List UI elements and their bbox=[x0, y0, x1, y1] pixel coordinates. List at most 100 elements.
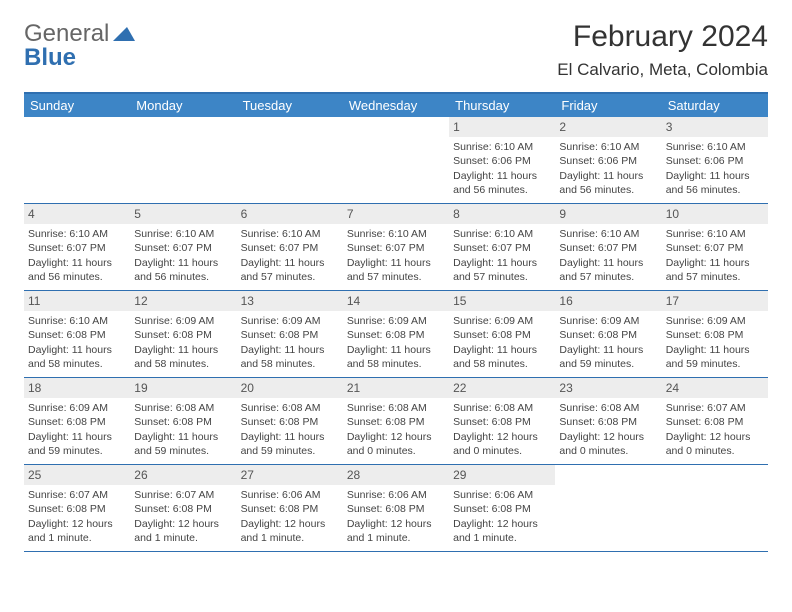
day-cell: 2Sunrise: 6:10 AMSunset: 6:06 PMDaylight… bbox=[555, 117, 661, 203]
day-number: 22 bbox=[449, 378, 555, 398]
day-number: 21 bbox=[343, 378, 449, 398]
day-number: 13 bbox=[237, 291, 343, 311]
sunset-text: Sunset: 6:06 PM bbox=[666, 154, 764, 168]
week-row: 11Sunrise: 6:10 AMSunset: 6:08 PMDayligh… bbox=[24, 291, 768, 378]
sunrise-text: Sunrise: 6:07 AM bbox=[666, 401, 764, 415]
day-number: 11 bbox=[24, 291, 130, 311]
day-number: 18 bbox=[24, 378, 130, 398]
day-cell bbox=[130, 117, 236, 203]
sunset-text: Sunset: 6:08 PM bbox=[241, 328, 339, 342]
sunset-text: Sunset: 6:08 PM bbox=[453, 328, 551, 342]
day-cell: 5Sunrise: 6:10 AMSunset: 6:07 PMDaylight… bbox=[130, 204, 236, 290]
day-cell: 14Sunrise: 6:09 AMSunset: 6:08 PMDayligh… bbox=[343, 291, 449, 377]
daylight-text: Daylight: 11 hours and 57 minutes. bbox=[241, 256, 339, 284]
day-cell: 24Sunrise: 6:07 AMSunset: 6:08 PMDayligh… bbox=[662, 378, 768, 464]
daylight-text: Daylight: 11 hours and 56 minutes. bbox=[666, 169, 764, 197]
sunset-text: Sunset: 6:07 PM bbox=[28, 241, 126, 255]
header: General February 2024 El Calvario, Meta,… bbox=[24, 20, 768, 80]
sunset-text: Sunset: 6:08 PM bbox=[347, 328, 445, 342]
daylight-text: Daylight: 12 hours and 1 minute. bbox=[28, 517, 126, 545]
sunrise-text: Sunrise: 6:08 AM bbox=[241, 401, 339, 415]
day-cell: 25Sunrise: 6:07 AMSunset: 6:08 PMDayligh… bbox=[24, 465, 130, 551]
day-number bbox=[24, 117, 130, 121]
sunset-text: Sunset: 6:08 PM bbox=[453, 502, 551, 516]
sunrise-text: Sunrise: 6:09 AM bbox=[28, 401, 126, 415]
daylight-text: Daylight: 11 hours and 59 minutes. bbox=[134, 430, 232, 458]
day-cell: 7Sunrise: 6:10 AMSunset: 6:07 PMDaylight… bbox=[343, 204, 449, 290]
daylight-text: Daylight: 11 hours and 59 minutes. bbox=[666, 343, 764, 371]
day-number bbox=[237, 117, 343, 121]
day-number: 17 bbox=[662, 291, 768, 311]
sunset-text: Sunset: 6:08 PM bbox=[134, 328, 232, 342]
day-number: 14 bbox=[343, 291, 449, 311]
weekday-monday: Monday bbox=[130, 94, 236, 117]
daylight-text: Daylight: 12 hours and 1 minute. bbox=[134, 517, 232, 545]
sunset-text: Sunset: 6:08 PM bbox=[241, 502, 339, 516]
logo-blue-row: Blue bbox=[24, 44, 76, 72]
sunset-text: Sunset: 6:07 PM bbox=[666, 241, 764, 255]
day-number: 27 bbox=[237, 465, 343, 485]
sunset-text: Sunset: 6:07 PM bbox=[241, 241, 339, 255]
sunrise-text: Sunrise: 6:07 AM bbox=[28, 488, 126, 502]
day-number: 8 bbox=[449, 204, 555, 224]
day-number: 25 bbox=[24, 465, 130, 485]
sunset-text: Sunset: 6:08 PM bbox=[28, 328, 126, 342]
weekday-saturday: Saturday bbox=[662, 94, 768, 117]
sunset-text: Sunset: 6:08 PM bbox=[134, 502, 232, 516]
day-cell: 28Sunrise: 6:06 AMSunset: 6:08 PMDayligh… bbox=[343, 465, 449, 551]
day-cell: 4 Sunrise: 6:10 AMSunset: 6:07 PMDaylight… bbox=[24, 204, 130, 290]
sunrise-text: Sunrise: 6:10 AM bbox=[453, 140, 551, 154]
sunset-text: Sunset: 6:08 PM bbox=[559, 328, 657, 342]
sunrise-text: Sunrise: 6:09 AM bbox=[666, 314, 764, 328]
day-cell: 10Sunrise: 6:10 AMSunset: 6:07 PMDayligh… bbox=[662, 204, 768, 290]
day-number: 4 bbox=[24, 204, 130, 224]
day-number: 3 bbox=[662, 117, 768, 137]
daylight-text: Daylight: 12 hours and 1 minute. bbox=[453, 517, 551, 545]
day-number: 12 bbox=[130, 291, 236, 311]
day-cell bbox=[555, 465, 661, 551]
daylight-text: Daylight: 11 hours and 58 minutes. bbox=[347, 343, 445, 371]
sunset-text: Sunset: 6:08 PM bbox=[347, 502, 445, 516]
daylight-text: Daylight: 12 hours and 0 minutes. bbox=[559, 430, 657, 458]
sunset-text: Sunset: 6:08 PM bbox=[241, 415, 339, 429]
weekday-tuesday: Tuesday bbox=[237, 94, 343, 117]
daylight-text: Daylight: 11 hours and 57 minutes. bbox=[666, 256, 764, 284]
sunrise-text: Sunrise: 6:08 AM bbox=[347, 401, 445, 415]
sunset-text: Sunset: 6:08 PM bbox=[453, 415, 551, 429]
day-cell: 23Sunrise: 6:08 AMSunset: 6:08 PMDayligh… bbox=[555, 378, 661, 464]
sunrise-text: Sunrise: 6:08 AM bbox=[453, 401, 551, 415]
day-number: 6 bbox=[237, 204, 343, 224]
sunrise-text: Sunrise: 6:09 AM bbox=[559, 314, 657, 328]
daylight-text: Daylight: 12 hours and 1 minute. bbox=[241, 517, 339, 545]
day-number: 15 bbox=[449, 291, 555, 311]
daylight-text: Daylight: 11 hours and 59 minutes. bbox=[241, 430, 339, 458]
sunrise-text: Sunrise: 6:10 AM bbox=[559, 227, 657, 241]
sunrise-text: Sunrise: 6:10 AM bbox=[453, 227, 551, 241]
weekday-header-row: Sunday Monday Tuesday Wednesday Thursday… bbox=[24, 94, 768, 117]
daylight-text: Daylight: 11 hours and 59 minutes. bbox=[28, 430, 126, 458]
sunrise-text: Sunrise: 6:09 AM bbox=[134, 314, 232, 328]
sunset-text: Sunset: 6:07 PM bbox=[559, 241, 657, 255]
sunset-text: Sunset: 6:07 PM bbox=[347, 241, 445, 255]
daylight-text: Daylight: 11 hours and 56 minutes. bbox=[559, 169, 657, 197]
sunrise-text: Sunrise: 6:08 AM bbox=[559, 401, 657, 415]
daylight-text: Daylight: 11 hours and 56 minutes. bbox=[28, 256, 126, 284]
sunrise-text: Sunrise: 6:10 AM bbox=[666, 140, 764, 154]
week-row: 25Sunrise: 6:07 AMSunset: 6:08 PMDayligh… bbox=[24, 465, 768, 552]
sunrise-text: Sunrise: 6:10 AM bbox=[559, 140, 657, 154]
day-cell: 9Sunrise: 6:10 AMSunset: 6:07 PMDaylight… bbox=[555, 204, 661, 290]
sunset-text: Sunset: 6:08 PM bbox=[666, 415, 764, 429]
day-number bbox=[662, 465, 768, 469]
daylight-text: Daylight: 11 hours and 57 minutes. bbox=[453, 256, 551, 284]
sunrise-text: Sunrise: 6:10 AM bbox=[28, 314, 126, 328]
sunrise-text: Sunrise: 6:10 AM bbox=[28, 227, 126, 241]
day-cell: 22Sunrise: 6:08 AMSunset: 6:08 PMDayligh… bbox=[449, 378, 555, 464]
sunset-text: Sunset: 6:07 PM bbox=[453, 241, 551, 255]
day-cell: 15Sunrise: 6:09 AMSunset: 6:08 PMDayligh… bbox=[449, 291, 555, 377]
day-cell: 17Sunrise: 6:09 AMSunset: 6:08 PMDayligh… bbox=[662, 291, 768, 377]
sunrise-text: Sunrise: 6:06 AM bbox=[241, 488, 339, 502]
day-number: 23 bbox=[555, 378, 661, 398]
day-number: 7 bbox=[343, 204, 449, 224]
weekday-sunday: Sunday bbox=[24, 94, 130, 117]
day-cell: 29Sunrise: 6:06 AMSunset: 6:08 PMDayligh… bbox=[449, 465, 555, 551]
